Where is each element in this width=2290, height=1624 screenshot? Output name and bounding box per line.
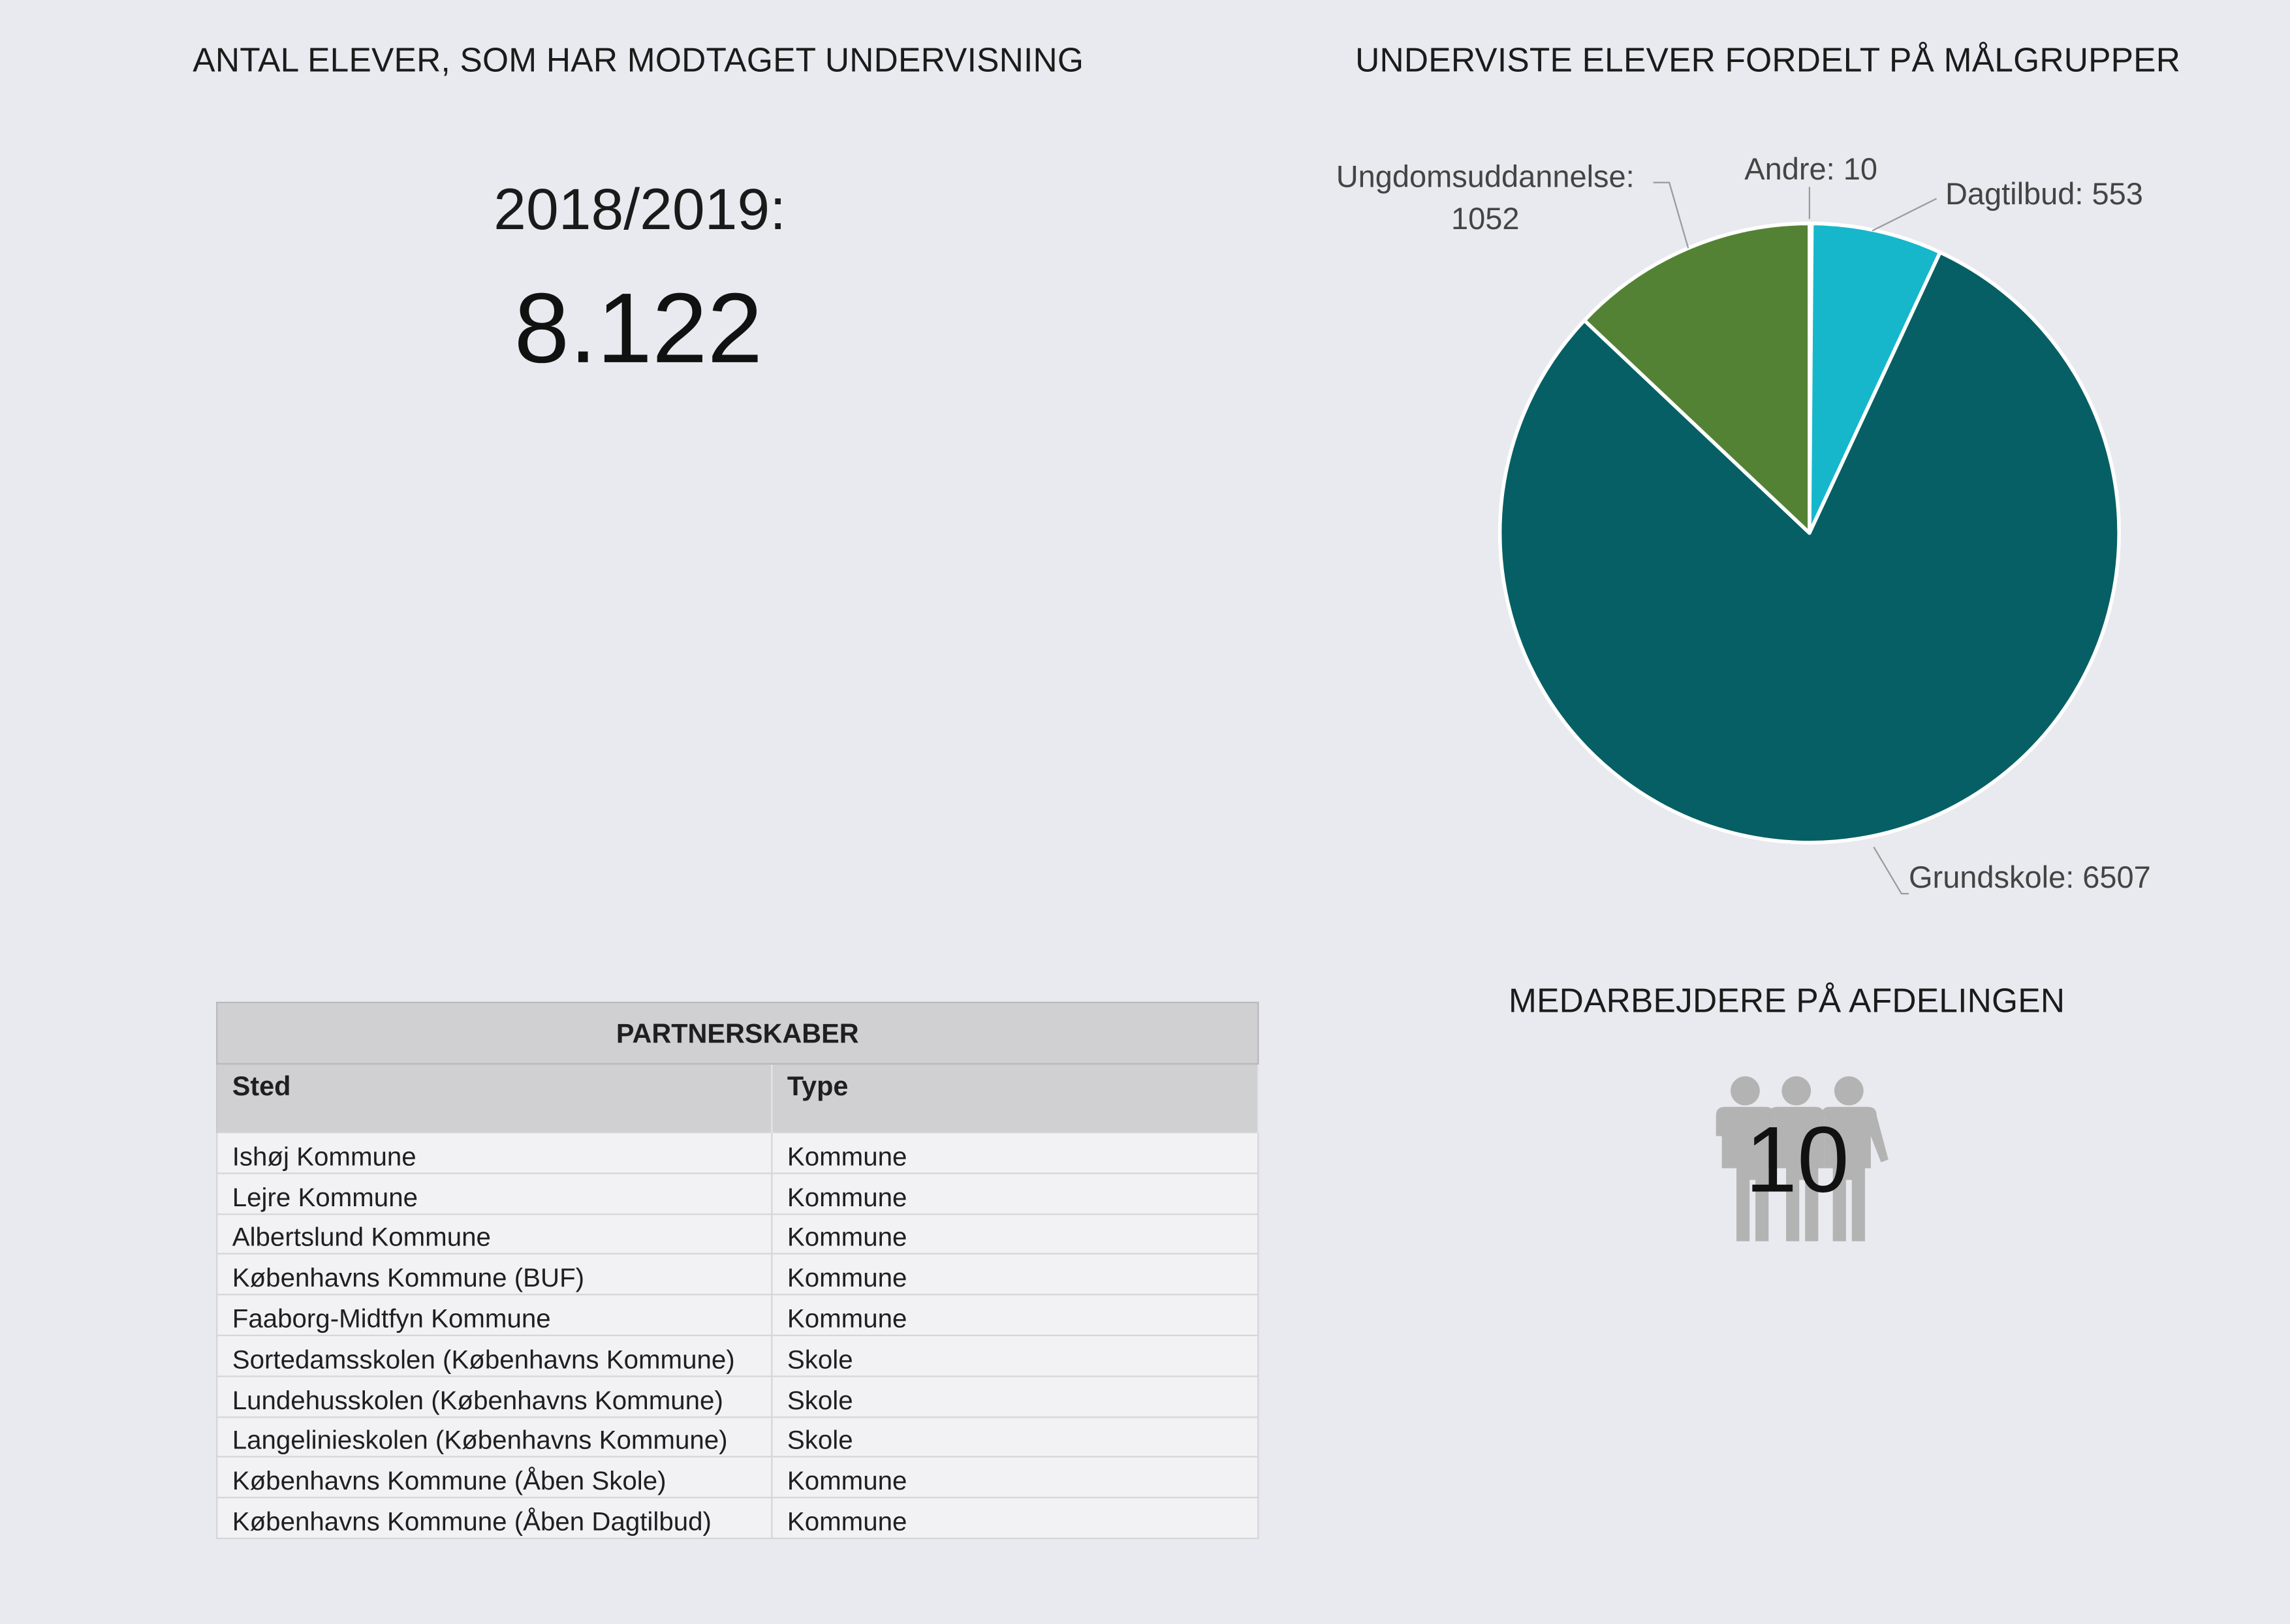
table-row: Faaborg-Midtfyn Kommune Kommune: [216, 1294, 1259, 1336]
partner-type: Kommune: [771, 1131, 1259, 1174]
partner-place: Københavns Kommune (BUF): [216, 1253, 773, 1296]
partner-type: Skole: [771, 1334, 1259, 1377]
leader-line-ungdomsuddannelse: [1653, 181, 1689, 249]
partner-type: Kommune: [771, 1497, 1259, 1539]
table-row: Københavns Kommune (Åben Dagtilbud) Kommu…: [216, 1497, 1259, 1539]
partner-place: Ishøj Kommune: [216, 1131, 773, 1174]
partner-place: Faaborg-Midtfyn Kommune: [216, 1294, 773, 1336]
students-section-title: ANTAL ELEVER, SOM HAR MODTAGET UNDERVISN…: [193, 40, 1084, 79]
table-caption: PARTNERSKABER: [216, 1001, 1259, 1065]
column-header-sted: Sted: [216, 1063, 773, 1132]
data-label-ungdomsuddannelse: Ungdomsuddannelse: 1052: [1336, 159, 1635, 236]
leader-line-dagtilbud: [1872, 198, 1937, 232]
table-row: Ishøj Kommune Kommune: [216, 1131, 1259, 1174]
staff-count-value: 10: [1745, 1106, 1849, 1212]
staff-section-title: MEDARBEJDERE PÅ AFDELINGEN: [1509, 981, 2065, 1020]
school-year-label: 2018/2019:: [494, 178, 787, 243]
pie-chart-title: UNDERVISTE ELEVER FORDELT PÅ MÅLGRUPPER: [1355, 40, 2181, 79]
table-row: Københavns Kommune (BUF) Kommune: [216, 1253, 1259, 1296]
table-row: Lundehusskolen (Københavns Kommune) Skole: [216, 1375, 1259, 1418]
partner-place: Sortedamsskolen (Københavns Kommune): [216, 1334, 773, 1377]
data-label-grundskole: Grundskole: 6507: [1909, 860, 2151, 894]
table-row: Københavns Kommune (Åben Skole) Kommune: [216, 1456, 1259, 1499]
column-header-type: Type: [771, 1063, 1259, 1132]
partner-type: Kommune: [771, 1294, 1259, 1336]
partner-type: Kommune: [771, 1253, 1259, 1296]
partner-type: Skole: [771, 1375, 1259, 1418]
pie-slice-ungdomsuddannelse: [1582, 221, 1812, 535]
partner-type: Skole: [771, 1416, 1259, 1458]
partner-type: Kommune: [771, 1456, 1259, 1499]
partner-place: Lejre Kommune: [216, 1172, 773, 1215]
total-students-value: 8.122: [514, 273, 763, 384]
data-label-dagtilbud: Dagtilbud: 553: [1945, 176, 2143, 211]
partner-place: Københavns Kommune (Åben Skole): [216, 1456, 773, 1499]
table-row: Albertslund Kommune Kommune: [216, 1213, 1259, 1255]
partner-type: Kommune: [771, 1172, 1259, 1215]
leader-line-grundskole: [1873, 847, 1909, 895]
partner-place: Lundehusskolen (Københavns Kommune): [216, 1375, 773, 1418]
data-label-andre: Andre: 10: [1744, 151, 1877, 186]
partner-place: Langelinieskolen (Københavns Kommune): [216, 1416, 773, 1458]
table-row: Sortedamsskolen (Københavns Kommune) Skol…: [216, 1334, 1259, 1377]
partnerships-table: PARTNERSKABER Sted Type Ishøj Kommune Kom…: [216, 1001, 1259, 1539]
partner-place: Københavns Kommune (Åben Dagtilbud): [216, 1497, 773, 1539]
partner-place: Albertslund Kommune: [216, 1213, 773, 1255]
people-group-icon: [1716, 1076, 1889, 1241]
partner-type: Kommune: [771, 1213, 1259, 1255]
table-row: Langelinieskolen (Københavns Kommune) Sko…: [216, 1416, 1259, 1458]
pie-slice-dagtilbud: [1808, 221, 1942, 535]
pie-slice-grundskole: [1498, 250, 2121, 845]
table-row: Lejre Kommune Kommune: [216, 1172, 1259, 1215]
